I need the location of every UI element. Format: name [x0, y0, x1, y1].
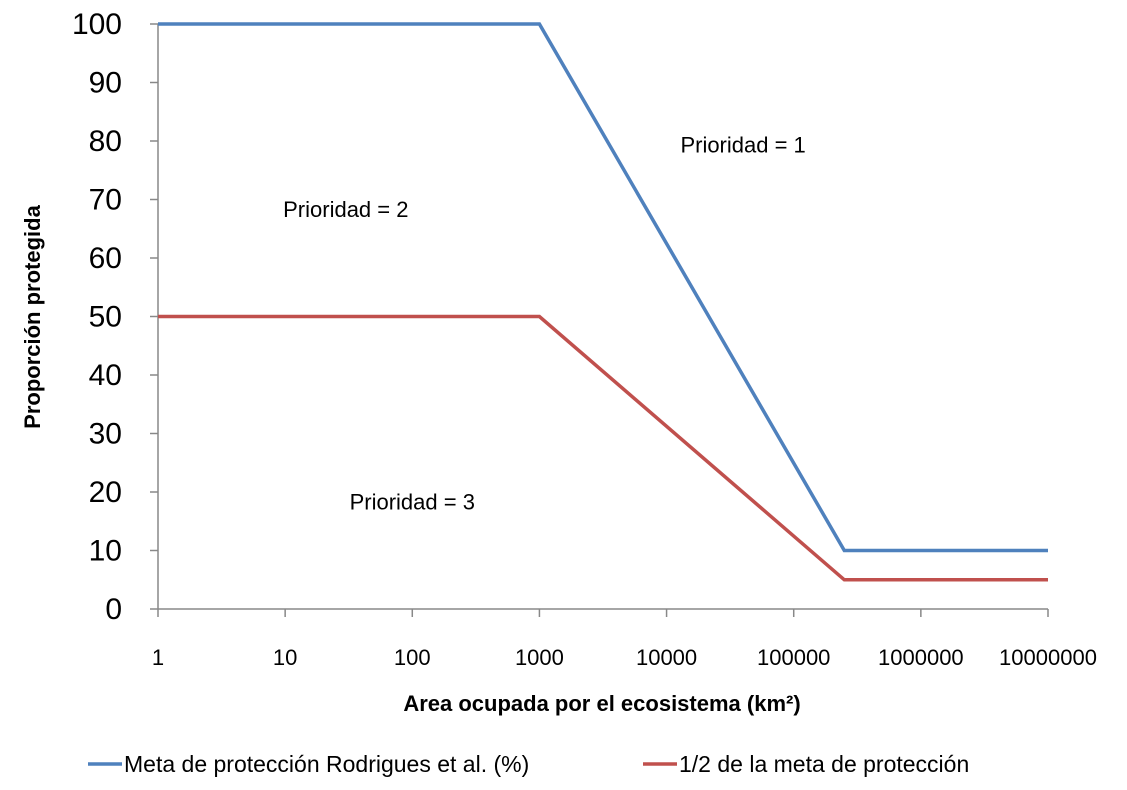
legend-label-2: 1/2 de la meta de protección: [679, 751, 969, 777]
series-line-1: [158, 22, 1048, 553]
y-tick-label: 30: [89, 418, 122, 451]
legend: Meta de protección Rodrigues et al. (%) 1…: [88, 751, 969, 777]
y-tick-label: 60: [89, 242, 122, 275]
y-tick-label: 90: [89, 67, 122, 100]
y-tick-label: 100: [72, 8, 122, 41]
x-tick-label: 1000: [515, 645, 564, 670]
annotation-label: Prioridad = 1: [680, 133, 805, 158]
y-tick-label: 0: [105, 593, 122, 626]
y-tick-label: 80: [89, 125, 122, 158]
x-axis-title: Area ocupada por el ecosistema (km²): [403, 691, 800, 716]
y-axis-title: Proporción protegida: [20, 204, 45, 428]
x-tick-label: 100000: [757, 645, 830, 670]
series-lines: [158, 22, 1048, 582]
y-tick-label: 40: [89, 359, 122, 392]
x-tick-label: 100: [394, 645, 431, 670]
series-line-2: [158, 314, 1048, 582]
x-tick-label: 10000: [636, 645, 697, 670]
annotations: Prioridad = 1 Prioridad = 2 Prioridad = 3: [283, 133, 806, 515]
x-tick-label: 1: [152, 645, 164, 670]
y-tick-label: 50: [89, 301, 122, 334]
y-tick-label: 70: [89, 184, 122, 217]
x-axis-ticks: 1 10 100 1000 10000 100000 1000000 10000000: [152, 609, 1097, 670]
y-tick-label: 10: [89, 535, 122, 568]
y-axis-ticks: 0 10 20 30 40 50 60 70 80 90 100: [72, 8, 158, 626]
y-tick-label: 20: [89, 476, 122, 509]
x-tick-label: 1000000: [878, 645, 964, 670]
annotation-label: Prioridad = 3: [350, 490, 475, 515]
legend-label-1: Meta de protección Rodrigues et al. (%): [124, 751, 529, 777]
annotation-label: Prioridad = 2: [283, 197, 408, 222]
x-tick-label: 10000000: [999, 645, 1097, 670]
x-tick-label: 10: [273, 645, 297, 670]
